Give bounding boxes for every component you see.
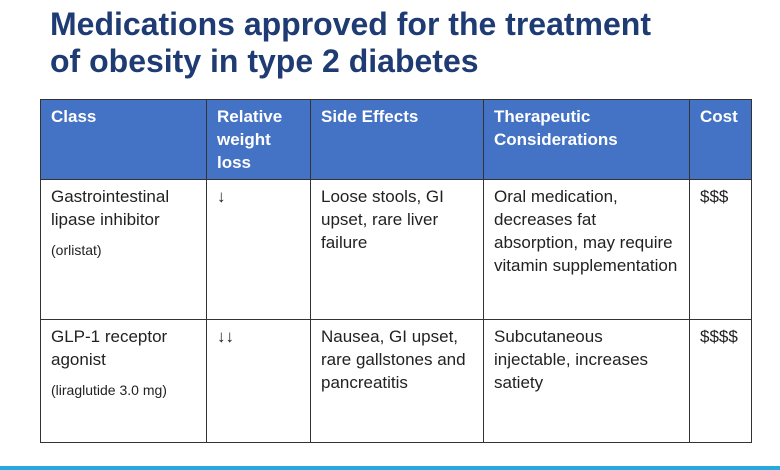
bottom-accent-rule [0,466,780,470]
weight-loss-arrow: ↓↓ [206,319,311,443]
slide-title-line-2: of obesity in type 2 diabetes [50,43,479,79]
slide-title: Medications approved for the treatment o… [50,6,770,80]
medications-table: Class Relative weight loss Side Effects … [40,99,752,443]
weight-loss-arrow: ↓ [206,179,311,320]
class-example: (liraglutide 3.0 mg) [51,382,167,398]
cell-side-effects: Loose stools, GI upset, rare liver failu… [310,179,484,320]
table-header-row: Class Relative weight loss Side Effects … [40,99,752,180]
class-name: GLP-1 receptor agonist [51,327,168,369]
cell-class: GLP-1 receptor agonist (liraglutide 3.0 … [40,319,207,443]
cell-cost: $$$$ [689,319,752,443]
header-side-effects: Side Effects [310,99,484,180]
cell-therapeutic-considerations: Subcutaneous injectable, increases satie… [483,319,690,443]
table-row: Gastrointestinal lipase inhibitor (orlis… [40,179,752,320]
slide-title-line-1: Medications approved for the treatment [50,6,651,42]
class-example: (orlistat) [51,242,102,258]
header-therapeutic-considerations: Therapeutic Considerations [483,99,690,180]
cell-cost: $$$ [689,179,752,320]
header-class: Class [40,99,207,180]
cell-side-effects: Nausea, GI upset, rare gallstones and pa… [310,319,484,443]
cell-therapeutic-considerations: Oral medication, decreases fat absorptio… [483,179,690,320]
table-row: GLP-1 receptor agonist (liraglutide 3.0 … [40,319,752,443]
class-name: Gastrointestinal lipase inhibitor [51,187,170,229]
header-cost: Cost [689,99,752,180]
header-relative-weight-loss: Relative weight loss [206,99,311,180]
cell-class: Gastrointestinal lipase inhibitor (orlis… [40,179,207,320]
